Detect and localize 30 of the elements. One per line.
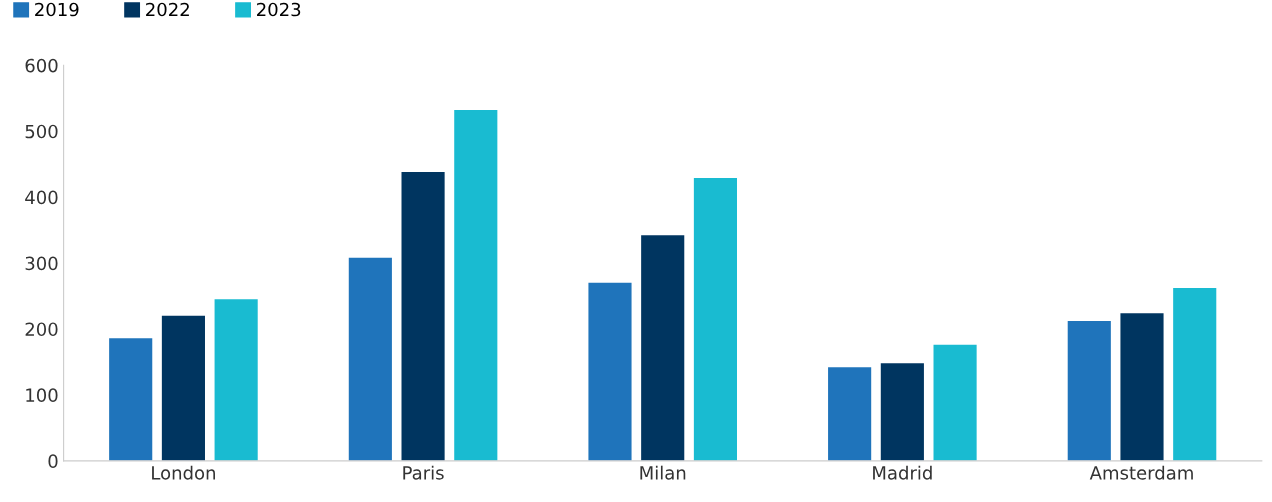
bar [933, 344, 977, 461]
y-tick-label: 600 [25, 58, 58, 73]
legend-label: 2022 [146, 2, 189, 17]
bar [454, 110, 498, 461]
y-tick-label: 500 [25, 124, 58, 139]
x-tick-label: London [152, 465, 215, 480]
bar [588, 282, 632, 461]
bar [161, 315, 205, 461]
bar [1067, 321, 1111, 461]
x-tick-label: Madrid [873, 465, 932, 480]
bar [693, 178, 737, 461]
y-tick-label: 200 [25, 322, 58, 337]
bar [109, 338, 153, 461]
bar [1120, 313, 1164, 461]
bar [348, 257, 392, 461]
y-tick-label: 400 [25, 190, 58, 205]
bar [828, 367, 872, 461]
legend-label: 2023 [257, 2, 301, 17]
bar [1173, 288, 1217, 461]
legend-label: 2019 [35, 2, 79, 17]
x-tick-label: Milan [640, 465, 686, 480]
bar [214, 299, 258, 461]
y-tick-label: 300 [25, 256, 58, 271]
x-tick-label: Paris [403, 465, 444, 480]
x-tick-label: Amsterdam [1089, 465, 1193, 480]
bar [880, 363, 924, 461]
y-tick-label: 100 [26, 388, 58, 403]
y-tick-label: 0 [48, 454, 58, 468]
bar [641, 235, 685, 461]
bar [401, 172, 445, 461]
